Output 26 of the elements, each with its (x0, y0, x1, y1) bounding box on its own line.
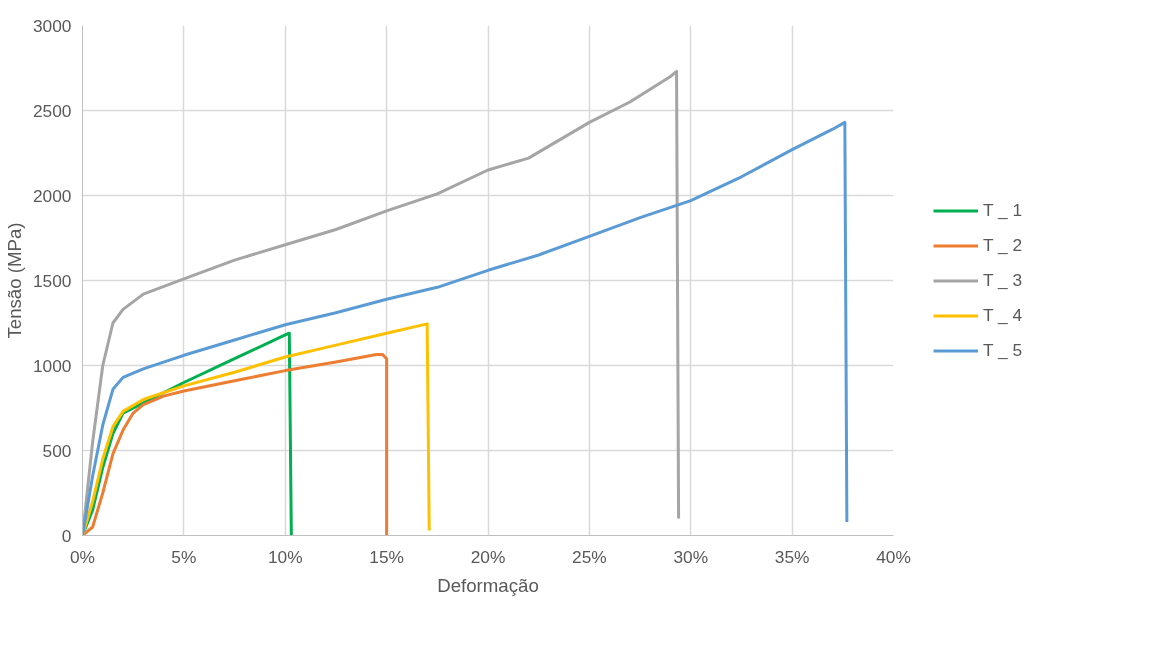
line-series (82, 352, 389, 536)
y-tick-label: 3000 (32, 15, 72, 36)
x-tick-label: 10% (267, 546, 303, 567)
x-axis-title: Deformação (437, 574, 539, 596)
y-tick-label: 2500 (32, 100, 72, 121)
legend-label: T _ 4 (983, 304, 1023, 326)
x-tick-label: 25% (572, 546, 607, 567)
legend-label: T _ 5 (983, 339, 1023, 361)
y-tick-label: 2000 (32, 185, 72, 206)
x-tick-label: 5% (171, 546, 197, 567)
line-series (82, 120, 849, 536)
y-tick-label: 1500 (32, 270, 72, 291)
legend-label: T _ 3 (983, 269, 1023, 291)
x-tick-label: 0% (69, 546, 96, 567)
x-tick-label: 15% (369, 546, 404, 567)
y-axis-title: Tensão (MPa) (3, 222, 25, 339)
y-tick-label: 1000 (32, 355, 72, 376)
x-tick-label: 30% (673, 546, 709, 567)
legend-label: T _ 2 (983, 234, 1023, 256)
y-tick-label: 500 (42, 440, 72, 461)
x-tick-label: 40% (876, 546, 911, 567)
legend-label: T _ 1 (983, 199, 1023, 221)
x-tick-label: 20% (470, 546, 506, 567)
x-tick-label: 35% (774, 546, 810, 567)
y-tick-label: 0 (61, 525, 72, 546)
line-series (82, 322, 431, 536)
